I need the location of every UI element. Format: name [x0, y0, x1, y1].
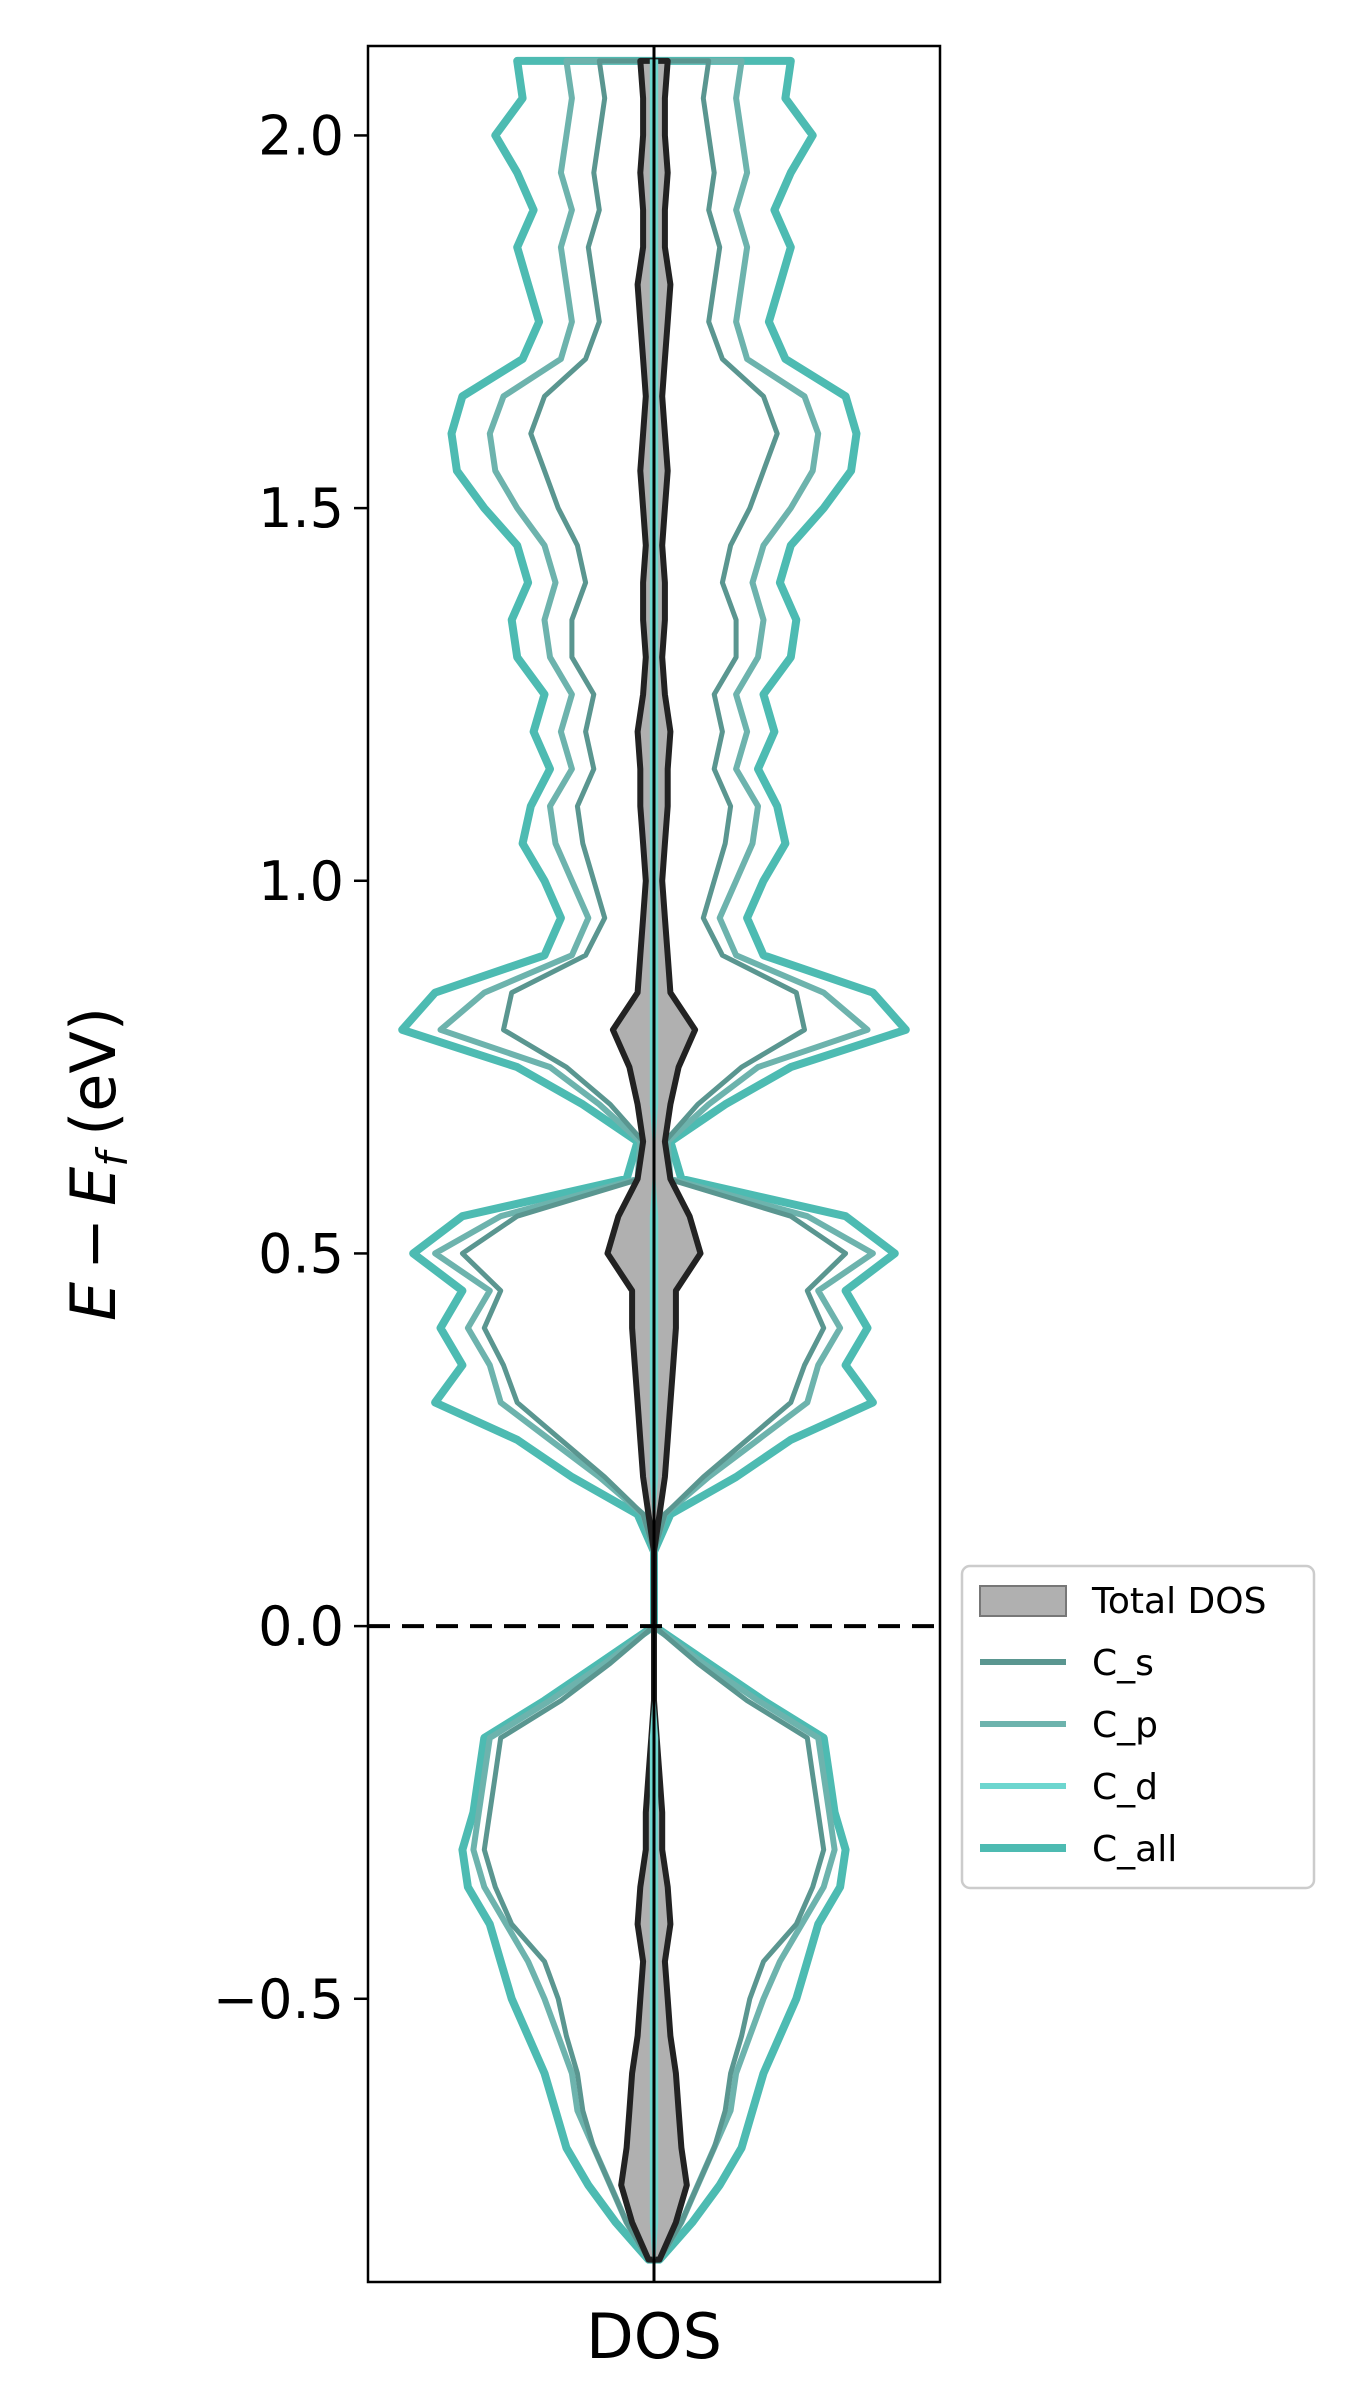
- legend-label: C_s: [1092, 1643, 1154, 1684]
- x-axis-label: DOS: [586, 2300, 722, 2373]
- y-label-fermi: E: [57, 1166, 130, 1206]
- y-tick-label: 0.0: [258, 1595, 344, 1658]
- y-label-fermi-sub: f: [88, 1146, 137, 1167]
- y-tick-label: 0.5: [258, 1222, 344, 1285]
- y-tick-label: 2.0: [258, 104, 344, 167]
- legend-label: C_p: [1092, 1705, 1158, 1746]
- legend-box: [960, 1564, 1316, 1890]
- y-axis-label: E − Ef (eV): [57, 1007, 137, 1321]
- plot-frame: [366, 44, 942, 2284]
- legend-swatch-total-dos: [979, 1585, 1067, 1617]
- series-layer: [398, 46, 910, 2282]
- legend-label: Total DOS: [1091, 1581, 1266, 1622]
- y-label-minus: −: [57, 1218, 130, 1270]
- y-label-unit: (eV): [57, 1007, 130, 1136]
- legend: Total DOS C_s C_p C_d C_all: [960, 1564, 1316, 1890]
- y-tick-label: 1.5: [258, 477, 344, 540]
- y-label-energy: E: [57, 1281, 130, 1321]
- y-tick-label: −0.5: [213, 1968, 344, 2031]
- y-axis: −0.5 0.0 0.5 1.0 1.5 2.0: [213, 104, 368, 2031]
- legend-label: C_d: [1092, 1767, 1158, 1808]
- y-tick-label: 1.0: [258, 850, 344, 913]
- legend-label: C_all: [1092, 1829, 1177, 1870]
